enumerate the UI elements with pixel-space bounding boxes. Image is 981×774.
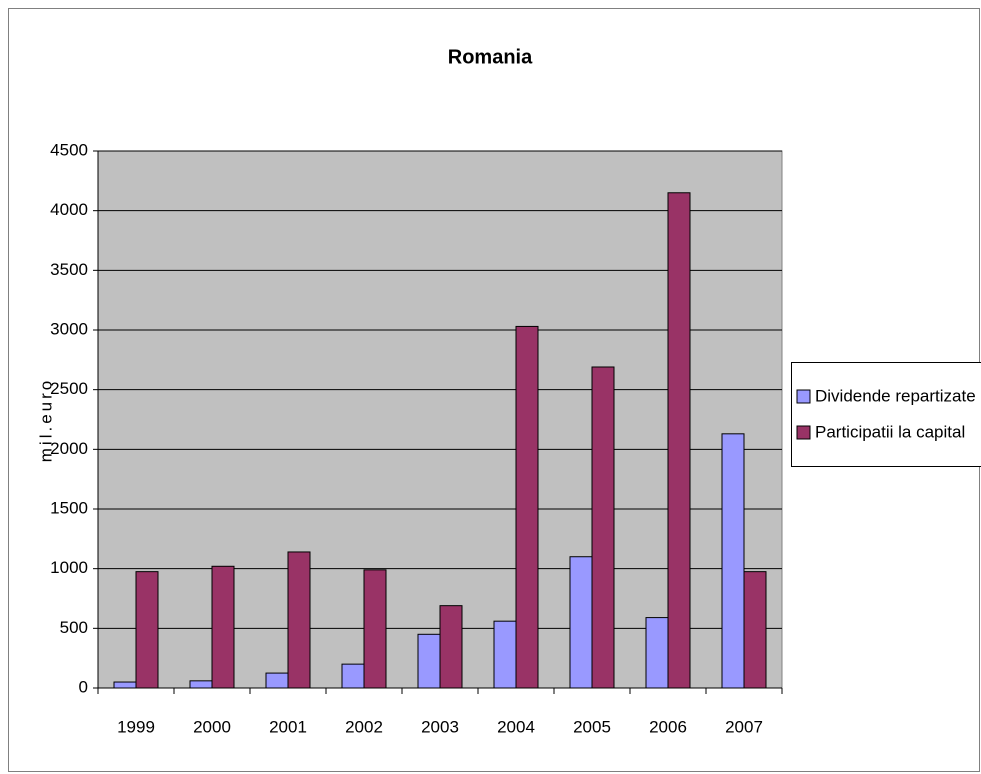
bar bbox=[363, 569, 387, 689]
bar bbox=[743, 571, 767, 689]
x-tick-label: 2006 bbox=[649, 717, 687, 736]
chart-title: Romania bbox=[448, 46, 533, 68]
bar bbox=[645, 617, 669, 689]
bar bbox=[211, 565, 235, 689]
y-tick-label: 1500 bbox=[50, 498, 88, 517]
legend-swatch bbox=[796, 425, 811, 440]
bar bbox=[515, 325, 539, 689]
bar bbox=[493, 620, 517, 689]
y-axis-label: mil.euro bbox=[36, 378, 55, 462]
bar bbox=[569, 556, 593, 689]
y-tick-label: 0 bbox=[79, 677, 88, 696]
x-tick-label: 2002 bbox=[345, 717, 383, 736]
bar bbox=[189, 680, 213, 689]
bar bbox=[591, 366, 615, 689]
legend-label: Participatii la capital bbox=[815, 422, 965, 441]
bar bbox=[439, 605, 463, 689]
legend-label: Dividende repartizate bbox=[815, 386, 976, 405]
x-tick-label: 2003 bbox=[421, 717, 459, 736]
y-tick-label: 4000 bbox=[50, 200, 88, 219]
bar bbox=[135, 571, 159, 689]
bar bbox=[721, 433, 745, 689]
x-tick-label: 1999 bbox=[117, 717, 155, 736]
bar bbox=[265, 672, 289, 689]
bar bbox=[287, 551, 311, 689]
y-tick-label: 4500 bbox=[50, 140, 88, 159]
x-tick-label: 2007 bbox=[725, 717, 763, 736]
bar bbox=[341, 663, 365, 689]
y-tick-label: 500 bbox=[60, 618, 88, 637]
x-tick-label: 2001 bbox=[269, 717, 307, 736]
y-tick-label: 2500 bbox=[50, 379, 88, 398]
y-tick-label: 1000 bbox=[50, 558, 88, 577]
bar bbox=[113, 681, 137, 689]
bar bbox=[667, 192, 691, 689]
y-tick-label: 2000 bbox=[50, 439, 88, 458]
legend-swatch bbox=[796, 389, 811, 404]
y-tick-label: 3000 bbox=[50, 319, 88, 338]
bar bbox=[417, 633, 441, 689]
legend bbox=[791, 362, 981, 467]
y-tick-label: 3500 bbox=[50, 260, 88, 279]
x-tick-label: 2000 bbox=[193, 717, 231, 736]
x-tick-label: 2004 bbox=[497, 717, 535, 736]
x-tick-label: 2005 bbox=[573, 717, 611, 736]
